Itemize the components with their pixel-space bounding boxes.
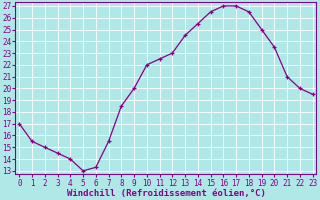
- X-axis label: Windchill (Refroidissement éolien,°C): Windchill (Refroidissement éolien,°C): [67, 189, 265, 198]
